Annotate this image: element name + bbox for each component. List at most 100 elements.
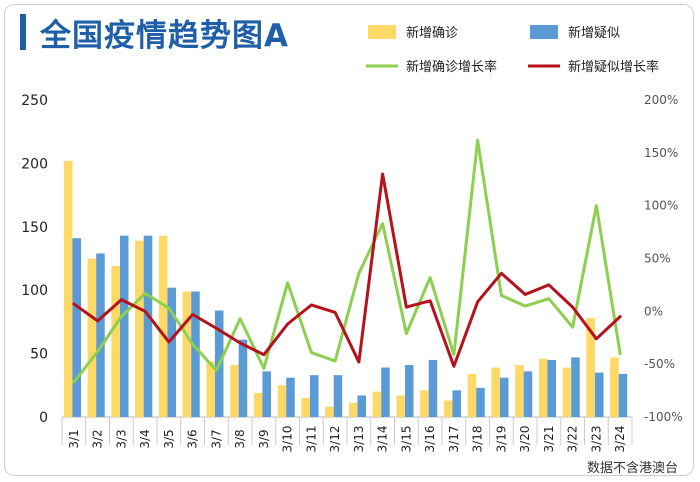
bar-new-suspected bbox=[143, 235, 153, 417]
source-note: 数据不含港澳台 bbox=[586, 461, 678, 476]
x-tick-label: 3/14 bbox=[376, 426, 390, 453]
x-tick-label: 3/1 bbox=[67, 429, 81, 448]
x-tick-label: 3/4 bbox=[138, 429, 152, 448]
x-tick-label: 3/18 bbox=[471, 426, 485, 453]
bar-new-confirmed bbox=[562, 367, 572, 417]
bar-new-confirmed bbox=[206, 361, 215, 417]
legend-label-new-suspected: 新增疑似 bbox=[568, 25, 620, 41]
legend-swatch-new-suspected bbox=[530, 25, 558, 39]
lines bbox=[72, 138, 622, 384]
bar-new-suspected bbox=[452, 390, 461, 417]
y-left-tick-label: 0 bbox=[39, 410, 48, 426]
x-tick-label: 3/11 bbox=[304, 426, 318, 453]
bar-new-suspected bbox=[333, 375, 343, 417]
y-right-tick-label: 0% bbox=[644, 304, 663, 318]
x-tick-label: 3/8 bbox=[233, 429, 247, 448]
axes: 3/1 3/2 3/3 3/4 3/5 3/6 3/7 3/8 3/9 3/10 3/11 3/12 3… bbox=[21, 93, 682, 452]
x-tick-label: 3/22 bbox=[566, 426, 580, 453]
x-tick-label: 3/5 bbox=[162, 429, 176, 448]
y-right-tick-label: -50% bbox=[644, 357, 675, 371]
line-suspected-growth bbox=[72, 172, 622, 368]
bar-new-suspected bbox=[381, 367, 390, 417]
x-tick-label: 3/12 bbox=[328, 426, 342, 453]
y-left-tick-label: 100 bbox=[21, 283, 48, 299]
bar-new-confirmed bbox=[63, 160, 73, 417]
legend-label-suspected-growth: 新增疑似增长率 bbox=[568, 59, 659, 75]
y-right-tick-label: 100% bbox=[644, 199, 678, 213]
bar-new-suspected bbox=[96, 253, 105, 417]
bar-new-suspected bbox=[571, 357, 580, 417]
y-right-tick-label: -100% bbox=[644, 410, 683, 424]
bar-new-confirmed bbox=[301, 397, 310, 417]
bar-new-confirmed bbox=[325, 406, 334, 417]
bar-new-confirmed bbox=[467, 373, 477, 417]
bar-new-confirmed bbox=[87, 258, 97, 417]
bar-new-suspected bbox=[428, 359, 438, 417]
legend: 新增确诊 新增疑似 新增确诊增长率 新增疑似增长率 bbox=[366, 25, 659, 75]
bar-new-suspected bbox=[547, 359, 556, 417]
title-accent-bar bbox=[20, 14, 26, 50]
bar-new-suspected bbox=[286, 377, 295, 417]
bar-new-confirmed bbox=[443, 400, 453, 417]
x-tick-label: 3/13 bbox=[352, 426, 366, 453]
y-right-tick-label: 200% bbox=[644, 93, 678, 107]
x-tick-label: 3/2 bbox=[91, 429, 105, 448]
bar-new-confirmed bbox=[111, 266, 120, 417]
bar-new-confirmed bbox=[396, 395, 405, 417]
x-tick-label: 3/9 bbox=[257, 429, 271, 448]
bar-new-suspected bbox=[594, 372, 604, 417]
bar-new-confirmed bbox=[491, 367, 500, 417]
x-tick-label: 3/19 bbox=[494, 426, 508, 453]
y-right-tick-label: 150% bbox=[644, 146, 678, 160]
bar-new-suspected bbox=[262, 371, 271, 417]
bar-new-suspected bbox=[119, 235, 129, 417]
x-tick-label: 3/6 bbox=[186, 429, 200, 448]
line-confirmed-growth bbox=[72, 138, 622, 384]
bar-new-confirmed bbox=[610, 357, 619, 417]
x-tick-label: 3/21 bbox=[542, 426, 556, 453]
bar-new-confirmed bbox=[538, 358, 548, 417]
bar-new-confirmed bbox=[348, 403, 358, 417]
x-tick-label: 3/16 bbox=[423, 426, 437, 453]
bars bbox=[63, 160, 628, 417]
bar-new-confirmed bbox=[515, 365, 524, 417]
bar-new-confirmed bbox=[182, 291, 192, 417]
bar-new-suspected bbox=[523, 371, 533, 417]
y-left-tick-label: 150 bbox=[21, 220, 48, 236]
bar-new-confirmed bbox=[277, 385, 287, 417]
bar-new-suspected bbox=[72, 238, 81, 417]
bar-new-confirmed bbox=[135, 240, 144, 417]
bar-new-confirmed bbox=[253, 392, 263, 417]
x-tick-label: 3/17 bbox=[447, 426, 461, 453]
x-tick-label: 3/20 bbox=[518, 426, 532, 453]
bar-new-suspected bbox=[618, 373, 628, 417]
y-left-tick-label: 200 bbox=[21, 156, 48, 172]
bar-new-confirmed bbox=[230, 365, 239, 417]
x-tick-label: 3/15 bbox=[399, 426, 413, 453]
y-left-tick-label: 250 bbox=[21, 93, 48, 109]
bar-new-confirmed bbox=[420, 390, 429, 417]
bar-new-suspected bbox=[499, 377, 509, 417]
x-tick-label: 3/10 bbox=[281, 426, 295, 453]
legend-label-new-confirmed: 新增确诊 bbox=[406, 25, 458, 41]
bar-new-suspected bbox=[404, 365, 414, 417]
bar-new-confirmed bbox=[372, 391, 382, 417]
bar-new-suspected bbox=[167, 287, 176, 417]
bar-new-suspected bbox=[357, 395, 366, 417]
bar-new-suspected bbox=[238, 339, 248, 417]
x-tick-label: 3/3 bbox=[114, 429, 128, 448]
x-tick-label: 3/24 bbox=[613, 426, 627, 453]
x-tick-label: 3/23 bbox=[589, 426, 603, 453]
x-tick-label: 3/7 bbox=[209, 429, 223, 448]
bar-new-suspected bbox=[476, 387, 485, 417]
y-right-tick-label: 50% bbox=[644, 252, 671, 266]
bar-new-suspected bbox=[309, 375, 319, 417]
y-left-tick-label: 50 bbox=[30, 347, 48, 363]
bar-new-confirmed bbox=[158, 235, 168, 417]
legend-swatch-new-confirmed bbox=[368, 25, 396, 39]
legend-label-confirmed-growth: 新增确诊增长率 bbox=[406, 59, 497, 75]
bar-new-confirmed bbox=[586, 318, 595, 417]
chart-title: 全国疫情趋势图A bbox=[40, 18, 289, 54]
bar-new-suspected bbox=[191, 291, 200, 417]
